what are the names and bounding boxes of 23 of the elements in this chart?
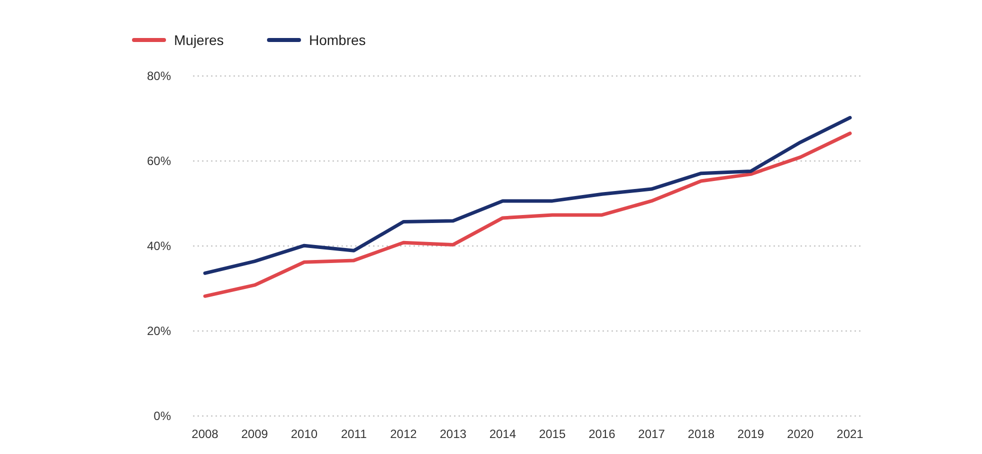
x-tick-label: 2018 <box>688 427 715 441</box>
x-tick-label: 2009 <box>241 427 268 441</box>
x-tick-label: 2016 <box>588 427 616 441</box>
y-tick-label: 20% <box>146 324 172 338</box>
x-tick-label: 2017 <box>638 427 666 441</box>
x-tick-label: 2013 <box>440 427 467 441</box>
y-tick-label: 80% <box>146 69 172 84</box>
x-tick-label: 2014 <box>489 427 516 441</box>
x-tick-label: 2019 <box>737 427 764 441</box>
legend-label: Hombres <box>309 32 366 48</box>
x-tick-label: 2010 <box>290 427 318 441</box>
x-tick-label: 2008 <box>192 427 219 441</box>
line-series <box>203 132 852 298</box>
x-tick-label: 2011 <box>340 427 368 441</box>
y-tick-label: 40% <box>146 239 172 254</box>
x-tick-label: 2021 <box>836 427 864 441</box>
y-tick-label: 60% <box>146 154 172 168</box>
x-tick-label: 2015 <box>538 427 566 441</box>
line-series <box>203 116 852 275</box>
x-tick-label: 2012 <box>390 427 418 441</box>
legend-label: Mujeres <box>174 32 224 48</box>
y-tick-label: 0% <box>154 409 172 424</box>
x-tick-label: 2020 <box>787 427 814 441</box>
